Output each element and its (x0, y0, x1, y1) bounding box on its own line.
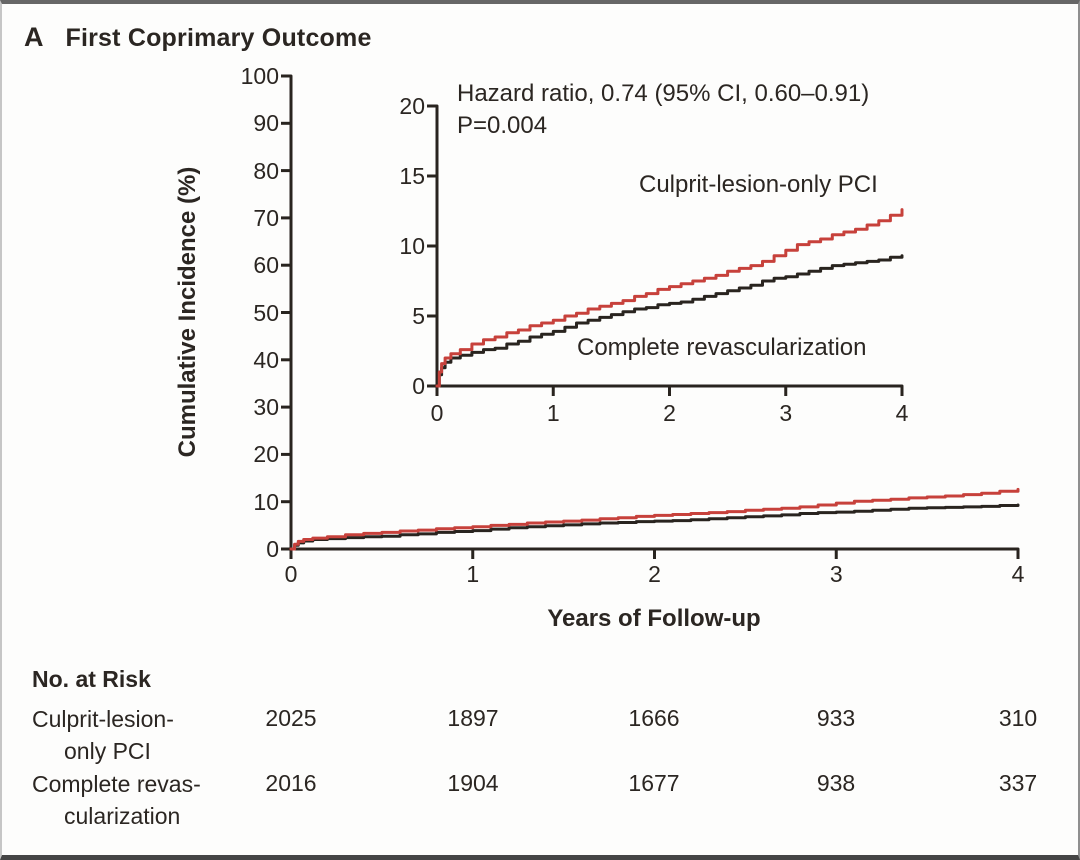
risk-table-header: No. at Risk (32, 666, 151, 692)
risk-value: 310 (998, 705, 1038, 731)
inset-y-tick-label: 5 (412, 303, 425, 329)
inset-y-tick-label: 0 (412, 373, 425, 399)
main-x-tick-label: 4 (1011, 561, 1025, 587)
main-x-tick-label: 3 (829, 561, 843, 587)
series-label-culprit: Culprit-lesion-only PCI (639, 171, 878, 198)
risk-value: 933 (816, 705, 856, 731)
panel-letter: A (24, 22, 44, 52)
main-curve-complete (289, 503, 1020, 551)
risk-value: 1904 (447, 770, 499, 796)
risk-row-label: Culprit-lesion- (32, 706, 174, 732)
risk-row-label: Complete revas- (32, 771, 201, 797)
risk-row-label: only PCI (64, 738, 151, 764)
panel-title: First Coprimary Outcome (65, 24, 372, 52)
risk-value: 337 (998, 770, 1038, 796)
risk-value: 938 (816, 770, 856, 796)
main-y-tick-label: 70 (253, 204, 279, 231)
p-value-annotation: P=0.004 (457, 112, 548, 139)
risk-row-label: cularization (64, 803, 181, 829)
inset-x-tick-label: 0 (430, 400, 444, 426)
main-y-tick-label: 10 (253, 488, 279, 515)
series-label-complete: Complete revascularization (577, 334, 867, 361)
main-y-tick-label: 40 (253, 346, 279, 373)
main-y-tick-label: 20 (253, 441, 279, 468)
inset-y-tick-label: 20 (399, 93, 425, 119)
inset-y-tick-label: 15 (399, 163, 425, 189)
inset-x-tick-label: 3 (779, 400, 793, 426)
main-y-tick-label: 60 (253, 252, 279, 279)
main-y-tick-label: 50 (253, 299, 279, 326)
main-curve-culprit (289, 487, 1020, 551)
inset-y-tick-label: 10 (399, 233, 425, 259)
main-y-tick-label: 80 (253, 157, 279, 184)
risk-value: 1677 (628, 770, 680, 796)
figure-canvas (281, 74, 1020, 559)
inset-x-tick-label: 2 (663, 400, 676, 426)
y-axis-label: Cumulative Incidence (%) (174, 166, 201, 458)
hazard-ratio-annotation: Hazard ratio, 0.74 (95% CI, 0.60–0.91) (457, 80, 870, 107)
risk-value: 2016 (265, 770, 317, 796)
inset-curve-complete (435, 254, 904, 388)
panel-header: A First Coprimary Outcome (24, 22, 372, 53)
risk-value: 1666 (628, 705, 680, 731)
main-y-tick-label: 0 (266, 536, 279, 562)
main-y-tick-label: 30 (253, 394, 279, 421)
risk-value: 2025 (265, 705, 317, 731)
inset-x-tick-label: 4 (895, 400, 909, 426)
main-x-tick-label: 1 (466, 561, 480, 587)
main-x-tick-label: 0 (284, 561, 298, 587)
main-x-tick-label: 2 (648, 561, 661, 587)
inset-curve-culprit (435, 208, 904, 388)
risk-value: 1897 (447, 705, 499, 731)
x-axis-label: Years of Follow-up (547, 605, 761, 632)
main-y-tick-label: 100 (240, 63, 279, 89)
main-y-tick-label: 90 (253, 110, 279, 137)
inset-x-tick-label: 1 (546, 400, 560, 426)
